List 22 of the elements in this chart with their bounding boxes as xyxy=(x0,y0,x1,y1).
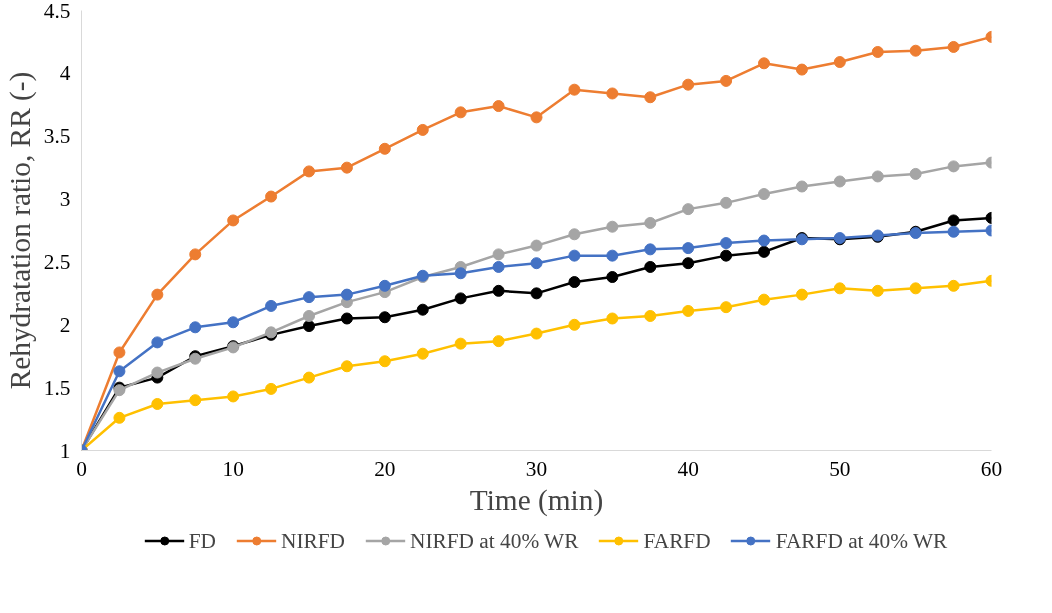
legend-label: NIRFD xyxy=(281,528,346,553)
legend-label: NIRFD at 40% WR xyxy=(410,528,579,553)
y-tick-label: 2 xyxy=(59,312,71,337)
x-tick-label: 30 xyxy=(525,456,548,481)
x-axis-title: Time (min) xyxy=(469,483,604,517)
legend-label: FARFD at 40% WR xyxy=(775,528,948,553)
legend-label: FD xyxy=(188,528,217,553)
x-tick-label: 10 xyxy=(222,456,244,481)
x-tick-label: 20 xyxy=(374,456,396,481)
y-tick-label: 3 xyxy=(59,187,71,212)
y-tick-label: 4.5 xyxy=(43,0,71,23)
x-tick-label: 50 xyxy=(829,456,851,481)
y-tick-label: 2.5 xyxy=(43,249,71,274)
x-tick-label: 40 xyxy=(677,456,699,481)
x-tick-label: 60 xyxy=(980,456,1003,481)
y-tick-label: 1.5 xyxy=(43,375,71,400)
legend-label: FARFD xyxy=(643,528,711,553)
y-tick-label: 1 xyxy=(59,438,71,463)
y-tick-label: 3.5 xyxy=(43,124,71,149)
y-tick-label: 4 xyxy=(59,61,71,86)
x-tick-label: 0 xyxy=(76,456,87,481)
y-axis-title: Rehydratation ratio, RR (-) xyxy=(3,71,37,390)
